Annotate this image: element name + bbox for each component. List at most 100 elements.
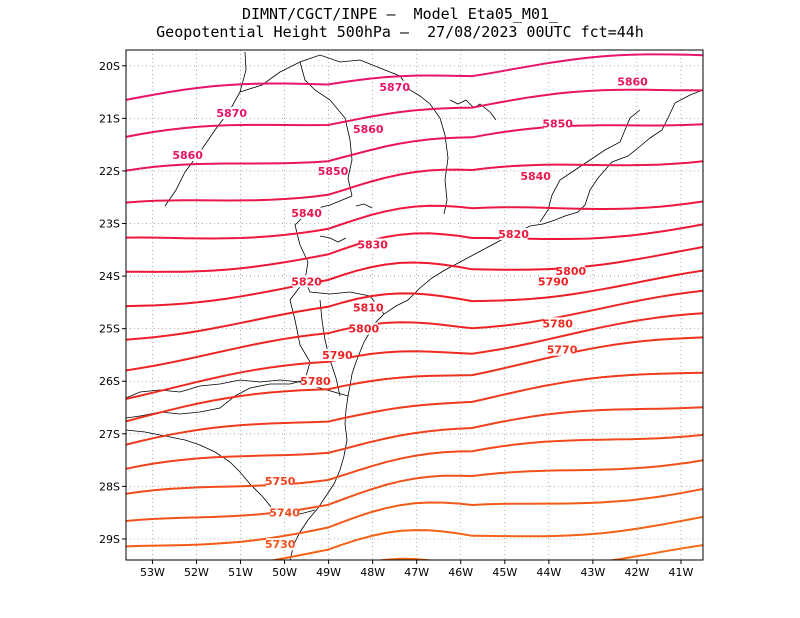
contour-label-bg (543, 317, 572, 330)
lon-tick-label: 44W (536, 566, 561, 579)
contour-labels: 5870 5870 5860 5860 5860 5850 5850 5840 5840 5830… (172, 75, 648, 551)
contour-label-bg (349, 322, 378, 335)
lat-tick-label: 21S (99, 112, 120, 125)
contour-label: 5830 (357, 239, 388, 252)
contour-label-bg (292, 206, 321, 219)
axis-ticks: 20S 21S 22S 23S 24S 25S 26S 27S 28S 29S 53W 52W 51W 5… (99, 60, 694, 579)
lon-tick-label: 45W (492, 566, 517, 579)
contour-5740 (126, 433, 703, 495)
contour-label: 5860 (172, 149, 203, 162)
contour-label-bg (301, 375, 330, 388)
contour-5820 (126, 223, 703, 273)
lon-tick-label: 49W (316, 566, 341, 579)
contour-label: 5840 (520, 170, 551, 183)
lon-tick-label: 41W (669, 566, 694, 579)
lat-tick-label: 28S (99, 480, 120, 493)
contour-label-bg (173, 149, 202, 162)
contour-label-bg (266, 475, 295, 488)
lat-tick-label: 24S (99, 270, 120, 283)
state-border (126, 279, 311, 419)
contour-5810 (126, 246, 703, 308)
contour-label-bg (539, 275, 568, 288)
contour-5710 (268, 515, 703, 560)
contour-label-bg (380, 80, 409, 93)
contour-5840 (126, 160, 703, 204)
contour-label-bg (270, 506, 299, 519)
contour-label-bg (521, 170, 550, 183)
contour-label-bg (354, 301, 383, 314)
map-frame (125, 49, 704, 561)
contour-label: 5740 (269, 507, 300, 520)
lon-tick-label: 42W (624, 566, 649, 579)
grid-lines (126, 50, 703, 560)
contour-5780 (126, 312, 703, 400)
contour-5760 (126, 371, 703, 446)
title-line-1: DIMNT/CGCT/INPE – Model Eta05_M01_ (241, 5, 559, 23)
contour-label-bg (556, 264, 585, 277)
lat-tick-label: 29S (99, 533, 120, 546)
contour-5750 (126, 406, 703, 470)
contour-label-bg (323, 348, 352, 361)
contour-5860 (126, 88, 703, 138)
contour-lines (126, 53, 703, 560)
lat-tick-label: 25S (99, 323, 120, 336)
contour-label: 5820 (291, 275, 322, 288)
contour-5770 (126, 336, 703, 423)
lon-tick-label: 48W (360, 566, 385, 579)
lon-tick-label: 46W (448, 566, 473, 579)
contour-label: 5840 (291, 207, 322, 220)
coastline (319, 235, 347, 243)
lat-tick-label: 26S (99, 375, 120, 388)
coastline (355, 203, 373, 209)
contour-label: 5790 (322, 349, 353, 362)
contour-label-bg (354, 122, 383, 135)
contour-label: 5860 (353, 123, 384, 136)
title-line-2: Geopotential Height 500hPa – 27/08/2023 … (156, 23, 644, 41)
lat-tick-label: 27S (99, 428, 120, 441)
contour-label: 5870 (216, 107, 247, 120)
contour-label-bg (266, 538, 295, 551)
contour-5700 (376, 544, 703, 560)
contour-label: 5780 (300, 375, 331, 388)
lon-tick-label: 51W (228, 566, 253, 579)
lon-tick-label: 50W (272, 566, 297, 579)
contour-5830 (126, 200, 703, 240)
contour-label: 5870 (379, 81, 410, 94)
contour-label: 5770 (547, 344, 578, 357)
contour-label-bg (319, 164, 348, 177)
lat-tick-label: 23S (99, 218, 120, 231)
contour-label: 5750 (265, 475, 296, 488)
contour-5870 (126, 53, 703, 101)
lat-tick-label: 22S (99, 165, 120, 178)
contour-label: 5790 (538, 275, 569, 288)
contour-5850 (126, 123, 703, 172)
contour-label-bg (543, 117, 572, 130)
contour-5800 (126, 269, 703, 341)
contour-label: 5780 (542, 317, 573, 330)
state-border (126, 429, 316, 515)
contour-label: 5860 (617, 76, 648, 89)
contour-label: 5850 (318, 165, 349, 178)
contour-label-bg (618, 75, 647, 88)
contour-5720 (126, 488, 703, 548)
lon-tick-label: 52W (184, 566, 209, 579)
contour-label-bg (358, 238, 387, 251)
contour-label: 5800 (556, 265, 587, 278)
contour-label-bg (217, 107, 246, 120)
contour-label-bg (548, 343, 577, 356)
lon-tick-label: 47W (404, 566, 429, 579)
contour-label: 5820 (498, 228, 529, 241)
coastline (289, 89, 703, 560)
lat-tick-label: 20S (99, 60, 120, 73)
lon-tick-label: 43W (580, 566, 605, 579)
contour-label: 5730 (265, 538, 296, 551)
contour-5790 (126, 289, 703, 372)
contour-label-bg (499, 228, 528, 241)
contour-label-bg (292, 275, 321, 288)
contour-label: 5810 (353, 302, 384, 315)
contour-5730 (126, 459, 703, 522)
coastline (449, 99, 497, 121)
lon-tick-label: 53W (140, 566, 165, 579)
state-border (164, 51, 247, 207)
